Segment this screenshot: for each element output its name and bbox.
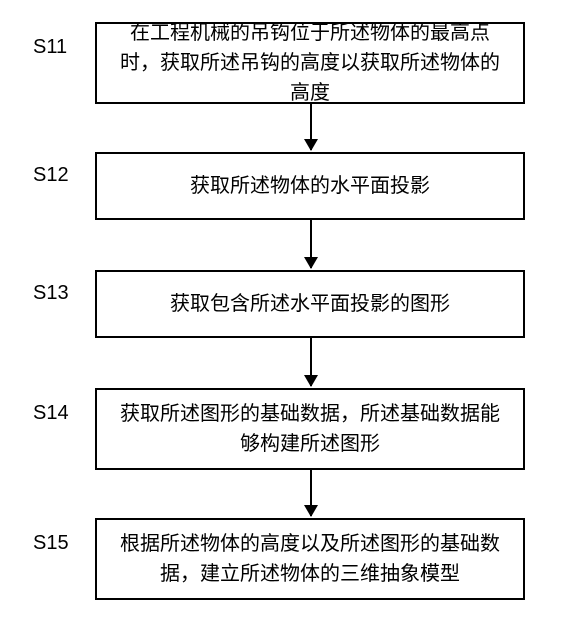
step-text: 获取所述图形的基础数据，所述基础数据能够构建所述图形 xyxy=(111,399,509,459)
step-text: 获取包含所述水平面投影的图形 xyxy=(170,289,450,319)
step-box-s12: 获取所述物体的水平面投影 xyxy=(95,152,525,220)
step-box-s14: 获取所述图形的基础数据，所述基础数据能够构建所述图形 xyxy=(95,388,525,470)
step-box-s13: 获取包含所述水平面投影的图形 xyxy=(95,270,525,338)
step-box-s11: 在工程机械的吊钩位于所述物体的最高点时，获取所述吊钩的高度以获取所述物体的高度 xyxy=(95,22,525,104)
step-text: 根据所述物体的高度以及所述图形的基础数据，建立所述物体的三维抽象模型 xyxy=(111,529,509,589)
arrow-3 xyxy=(310,338,312,386)
step-label-s11: S11 xyxy=(33,36,67,59)
arrow-2 xyxy=(310,220,312,268)
step-label-s13: S13 xyxy=(33,282,69,305)
step-label-s15: S15 xyxy=(33,532,69,555)
step-label-s14: S14 xyxy=(33,402,69,425)
step-label-s12: S12 xyxy=(33,164,69,187)
step-text: 获取所述物体的水平面投影 xyxy=(190,171,430,201)
arrow-1 xyxy=(310,104,312,150)
flowchart-canvas: S11 在工程机械的吊钩位于所述物体的最高点时，获取所述吊钩的高度以获取所述物体… xyxy=(0,0,566,623)
step-text: 在工程机械的吊钩位于所述物体的最高点时，获取所述吊钩的高度以获取所述物体的高度 xyxy=(111,18,509,108)
arrow-4 xyxy=(310,470,312,516)
step-box-s15: 根据所述物体的高度以及所述图形的基础数据，建立所述物体的三维抽象模型 xyxy=(95,518,525,600)
